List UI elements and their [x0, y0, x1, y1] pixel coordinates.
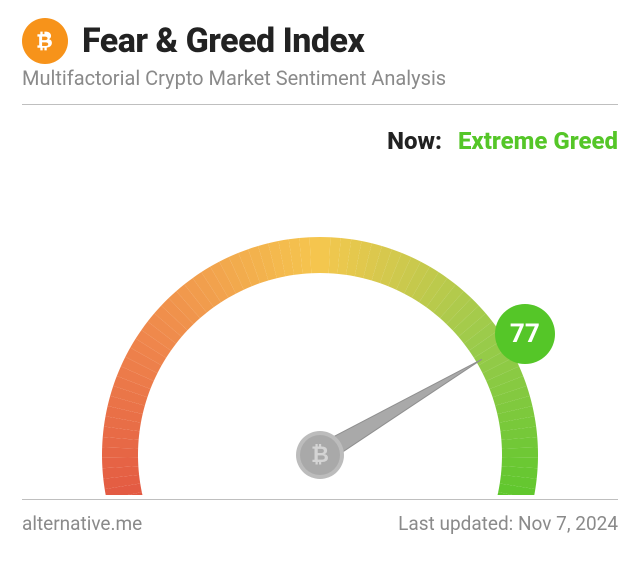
- footer-divider: [22, 499, 618, 500]
- footer: alternative.me Last updated: Nov 7, 2024: [22, 512, 618, 535]
- page-subtitle: Multifactorial Crypto Market Sentiment A…: [22, 66, 618, 90]
- value-badge: 77: [495, 304, 555, 364]
- now-label: Now:: [387, 127, 442, 155]
- now-status: Extreme Greed: [458, 127, 618, 155]
- header: Fear & Greed Index: [22, 18, 618, 64]
- gauge-value: 77: [510, 319, 540, 349]
- bitcoin-glyph: [31, 27, 59, 55]
- bitcoin-icon: [22, 18, 68, 64]
- status-row: Now: Extreme Greed: [22, 127, 618, 155]
- footer-site: alternative.me: [22, 512, 142, 535]
- header-divider: [22, 104, 618, 105]
- footer-updated: Last updated: Nov 7, 2024: [398, 512, 618, 535]
- svg-text:₿: ₿: [311, 443, 329, 468]
- page-title: Fear & Greed Index: [82, 21, 364, 61]
- gauge-chart: ₿ 77: [22, 165, 618, 495]
